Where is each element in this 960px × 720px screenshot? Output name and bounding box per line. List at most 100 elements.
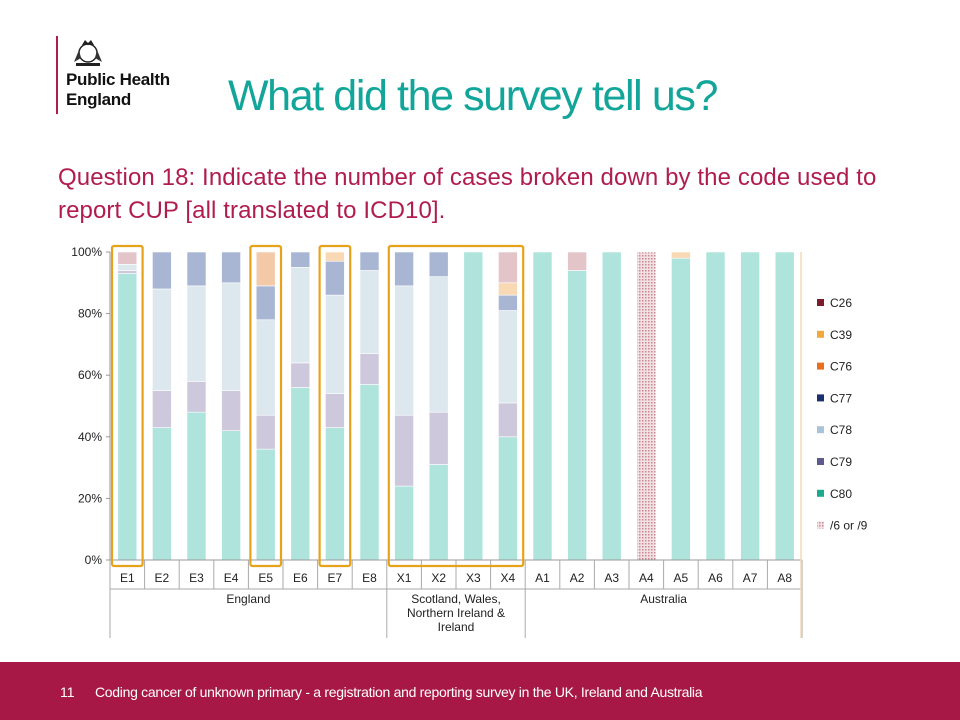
legend-label: C39	[830, 328, 852, 342]
y-tick-label: 80%	[78, 307, 102, 321]
y-tick-label: 0%	[85, 553, 103, 567]
bar-segment	[428, 251, 449, 277]
bar-segment	[601, 251, 622, 561]
legend-swatch	[817, 521, 824, 529]
bar-segment	[428, 411, 449, 465]
bar-segment	[394, 251, 414, 287]
footer-text: Coding cancer of unknown primary - a reg…	[95, 684, 703, 700]
legend-label: C80	[830, 487, 852, 501]
bar-segment	[325, 251, 345, 262]
group-label: Australia	[640, 592, 687, 606]
bar-segment	[740, 251, 760, 561]
x-tick-label: E1	[120, 571, 135, 585]
legend-swatch	[817, 458, 824, 465]
x-tick-label: A6	[708, 571, 723, 585]
x-tick-label: A1	[535, 571, 550, 585]
page-number: 11	[60, 684, 75, 700]
x-tick-label: A7	[743, 571, 758, 585]
royal-crest-icon	[74, 40, 102, 66]
bar-segment	[498, 251, 518, 284]
x-tick-label: E4	[224, 571, 239, 585]
bar-segment	[498, 294, 518, 311]
highlight-box	[387, 244, 525, 568]
x-tick-label: E3	[189, 571, 204, 585]
bar-segment	[290, 267, 311, 364]
x-tick-label: E8	[362, 571, 377, 585]
legend-label: C78	[830, 423, 852, 437]
question-subtitle: Question 18: Indicate the number of case…	[58, 164, 877, 224]
bar-segment	[498, 310, 518, 404]
x-tick-label: E7	[328, 571, 343, 585]
group-label: Scotland, Wales,	[411, 592, 501, 606]
bar-segment	[290, 251, 311, 268]
bar-segment	[359, 384, 380, 561]
bar-segment	[359, 251, 380, 271]
footer-bar: 11 Coding cancer of unknown primary - a …	[0, 662, 960, 720]
bar-segment	[671, 251, 691, 259]
logo-line-2: England	[66, 90, 131, 109]
bar-segment	[774, 251, 795, 561]
bar-segment	[394, 414, 414, 487]
bar-segment	[532, 251, 553, 561]
x-tick-label: X3	[466, 571, 481, 585]
bar-segment	[255, 285, 276, 321]
group-label: Ireland	[438, 620, 475, 634]
bar-segment	[325, 427, 345, 561]
legend-label: C26	[830, 296, 852, 310]
y-tick-label: 40%	[78, 430, 102, 444]
y-tick-label: 20%	[78, 491, 102, 505]
bar-segment	[428, 464, 449, 561]
bar-segment	[186, 285, 207, 382]
bar-segment	[290, 362, 311, 388]
x-tick-label: A2	[570, 571, 585, 585]
group-label: Northern Ireland &	[407, 606, 505, 620]
x-tick-label: X4	[501, 571, 516, 585]
bar-segment	[152, 288, 172, 391]
bar-segment	[359, 353, 380, 385]
bar-segment	[359, 270, 380, 354]
legend-swatch	[817, 330, 824, 338]
legend-swatch	[817, 362, 824, 370]
bar-segment	[394, 485, 414, 561]
group-label: England	[226, 592, 270, 606]
bar-segment	[117, 264, 138, 271]
bar-segment	[290, 387, 311, 561]
bar-segment	[117, 251, 138, 265]
bar-segment	[221, 282, 241, 391]
bar-segment	[463, 251, 484, 561]
highlight-box	[249, 244, 283, 568]
x-tick-label: E6	[293, 571, 308, 585]
x-tick-label: A5	[674, 571, 689, 585]
stacked-bar-chart: 0% 20% 40% 60% 80% 100% E1 E2 E3 E4 E5 E6 E7 E8 X1 X2 X3…	[71, 244, 868, 638]
legend-swatch	[817, 299, 824, 306]
logo-line-1: Public Health	[66, 70, 170, 89]
bar-segment	[221, 251, 241, 284]
y-tick-label: 60%	[78, 368, 102, 382]
legend-swatch	[817, 426, 824, 434]
x-tick-label: E2	[155, 571, 170, 585]
x-tick-label: X2	[431, 571, 446, 585]
bar-segment	[152, 251, 172, 290]
bar-segment	[117, 270, 138, 274]
bar-segment	[325, 260, 345, 296]
bar-segment	[671, 257, 691, 561]
bar-segment	[186, 381, 207, 413]
x-tick-label: A8	[777, 571, 792, 585]
bar-segment	[255, 414, 276, 450]
bar-segment	[705, 251, 726, 561]
bar-segment	[221, 430, 241, 561]
bar-segment	[152, 390, 172, 428]
legend-swatch	[817, 394, 824, 402]
legend-swatch	[817, 489, 824, 497]
bar-segment	[428, 276, 449, 413]
bar-segment	[117, 273, 138, 561]
bar-segment	[221, 390, 241, 431]
x-tick-label: A4	[639, 571, 654, 585]
x-tick-label: X1	[397, 571, 412, 585]
bar-segment	[567, 251, 587, 271]
bar-segment	[255, 319, 276, 416]
bar-segment	[394, 285, 414, 416]
legend-label: C76	[830, 360, 852, 374]
phe-logo: Public Health England	[56, 36, 206, 116]
logo-rule	[56, 36, 58, 114]
